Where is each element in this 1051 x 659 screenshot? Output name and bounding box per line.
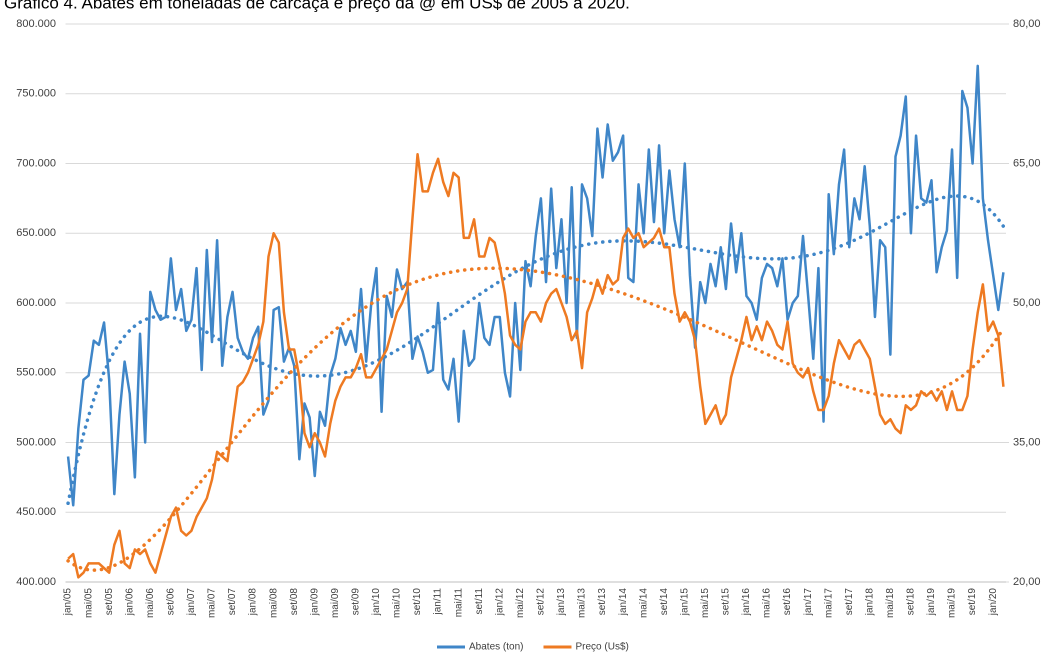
- legend-label: Preço (Us$): [575, 642, 628, 653]
- x-tick-label: mai/15: [700, 588, 711, 618]
- x-tick-label: jan/10: [371, 588, 382, 617]
- x-tick-label: mai/17: [823, 588, 834, 618]
- x-tick-label: mai/09: [330, 588, 341, 618]
- x-tick-label: jan/19: [926, 588, 937, 617]
- x-tick-label: set/06: [165, 588, 176, 616]
- x-tick-label: set/10: [412, 588, 423, 616]
- y-tick-label: 450.000: [16, 506, 56, 518]
- x-tick-label: jan/20: [988, 588, 999, 617]
- trendline: [66, 266, 1006, 572]
- x-tick-label: jan/15: [679, 588, 690, 617]
- x-tick-label: set/08: [289, 588, 300, 616]
- x-tick-label: jan/11: [433, 588, 444, 616]
- x-tick-label: set/16: [782, 588, 793, 616]
- y-tick-label: 650.000: [16, 227, 56, 239]
- x-tick-label: set/18: [906, 588, 917, 616]
- x-tick-label: set/11: [474, 588, 485, 615]
- y-tick-label: 400.000: [16, 576, 56, 588]
- x-tick-label: jan/14: [618, 588, 629, 617]
- y-tick-label: 800.000: [16, 18, 56, 30]
- x-tick-label: jan/17: [803, 588, 814, 617]
- series-line: [67, 152, 1005, 579]
- y-tick-label: 600.000: [16, 297, 56, 309]
- y2-tick-label: 80,00: [1013, 18, 1041, 30]
- x-tick-label: set/07: [227, 588, 238, 616]
- x-tick-label: set/17: [844, 588, 855, 616]
- x-tick-label: mai/19: [947, 588, 958, 618]
- x-tick-label: jan/06: [124, 588, 135, 617]
- y-tick-label: 550.000: [16, 367, 56, 379]
- x-tick-label: mai/06: [145, 588, 156, 618]
- x-tick-label: mai/07: [207, 588, 218, 618]
- y2-tick-label: 35,00: [1013, 436, 1041, 448]
- x-tick-label: mai/05: [83, 588, 94, 618]
- y2-tick-label: 50,00: [1013, 297, 1041, 309]
- x-tick-label: set/05: [104, 588, 115, 616]
- x-tick-label: mai/10: [392, 588, 403, 618]
- x-tick-label: mai/18: [885, 588, 896, 618]
- x-tick-label: set/09: [351, 588, 362, 616]
- x-tick-label: jan/05: [63, 588, 74, 617]
- x-tick-label: mai/08: [268, 588, 279, 618]
- y2-tick-label: 65,00: [1013, 157, 1041, 169]
- x-tick-label: mai/14: [638, 588, 649, 618]
- x-tick-label: jan/07: [186, 588, 197, 617]
- x-tick-label: set/12: [536, 588, 547, 616]
- x-tick-label: jan/09: [309, 588, 320, 617]
- x-tick-label: mai/12: [515, 588, 526, 618]
- x-tick-label: jan/08: [248, 588, 259, 617]
- y-tick-label: 750.000: [16, 88, 56, 100]
- x-tick-label: jan/13: [556, 588, 567, 617]
- x-tick-label: jan/16: [741, 588, 752, 617]
- series-line: [66, 64, 1005, 507]
- y-tick-label: 700.000: [16, 157, 56, 169]
- x-tick-label: mai/13: [577, 588, 588, 618]
- x-tick-label: jan/12: [494, 588, 505, 617]
- legend-label: Abates (ton): [469, 642, 523, 653]
- chart-title: Gráfico 4. Abates em toneladas de carcaç…: [4, 0, 630, 12]
- y-tick-label: 500.000: [16, 436, 56, 448]
- x-tick-label: set/13: [597, 588, 608, 616]
- x-tick-label: mai/11: [453, 588, 464, 618]
- x-tick-label: set/14: [659, 588, 670, 616]
- x-tick-label: mai/16: [762, 588, 773, 618]
- y2-tick-label: 20,00: [1013, 576, 1041, 588]
- x-tick-label: jan/18: [864, 588, 875, 617]
- x-tick-label: set/15: [721, 588, 732, 616]
- x-tick-label: set/19: [967, 588, 978, 616]
